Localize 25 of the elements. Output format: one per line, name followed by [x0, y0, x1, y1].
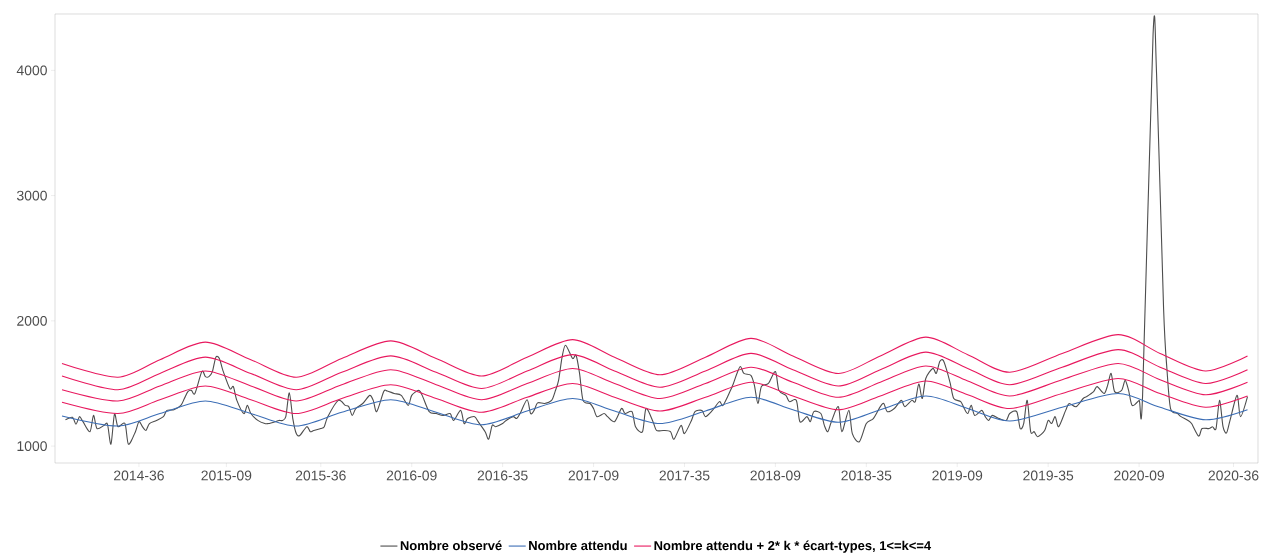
y-tick-label: 4000: [16, 65, 47, 76]
x-tick-label: 2018-09: [750, 470, 801, 481]
y-tick-label: 2000: [17, 315, 47, 326]
line-series: [61, 392, 1249, 427]
legend-label: Nombre attendu + 2* k * écart-types, 1<=k<=4: [654, 540, 932, 553]
line-series: [61, 377, 1249, 415]
x-tick-label: 2017-35: [659, 470, 710, 481]
line-series: [61, 349, 1249, 391]
legend-label: Nombre observé: [400, 540, 502, 551]
line-series: [61, 362, 1249, 402]
x-tick-label: 2014-36: [114, 470, 164, 481]
x-tick-label: 2020-09: [1114, 470, 1165, 481]
legend-label: Nombre attendu: [529, 540, 627, 551]
y-tick-label: 1000: [17, 441, 47, 452]
x-tick-label: 2020-36: [1208, 470, 1259, 481]
x-tick-label: 2015-09: [201, 470, 252, 481]
x-tick-label: 2015-36: [295, 470, 346, 481]
y-tick-label: 3000: [16, 190, 47, 201]
x-tick-label: 2019-09: [932, 470, 983, 481]
x-tick-label: 2016-09: [386, 470, 437, 481]
x-tick-label: 2017-09: [568, 470, 619, 481]
x-tick-label: 2016-35: [477, 470, 528, 481]
x-tick-label: 2018-35: [841, 470, 892, 481]
line-series: [61, 334, 1249, 378]
x-tick-label: 2019-35: [1023, 470, 1074, 481]
